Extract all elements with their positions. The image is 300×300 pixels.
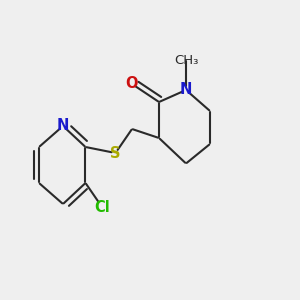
Text: CH₃: CH₃ xyxy=(174,53,198,67)
Text: S: S xyxy=(110,146,121,160)
Text: N: N xyxy=(57,118,69,134)
Text: Cl: Cl xyxy=(94,200,110,214)
Text: N: N xyxy=(180,82,192,98)
Text: O: O xyxy=(126,76,138,92)
